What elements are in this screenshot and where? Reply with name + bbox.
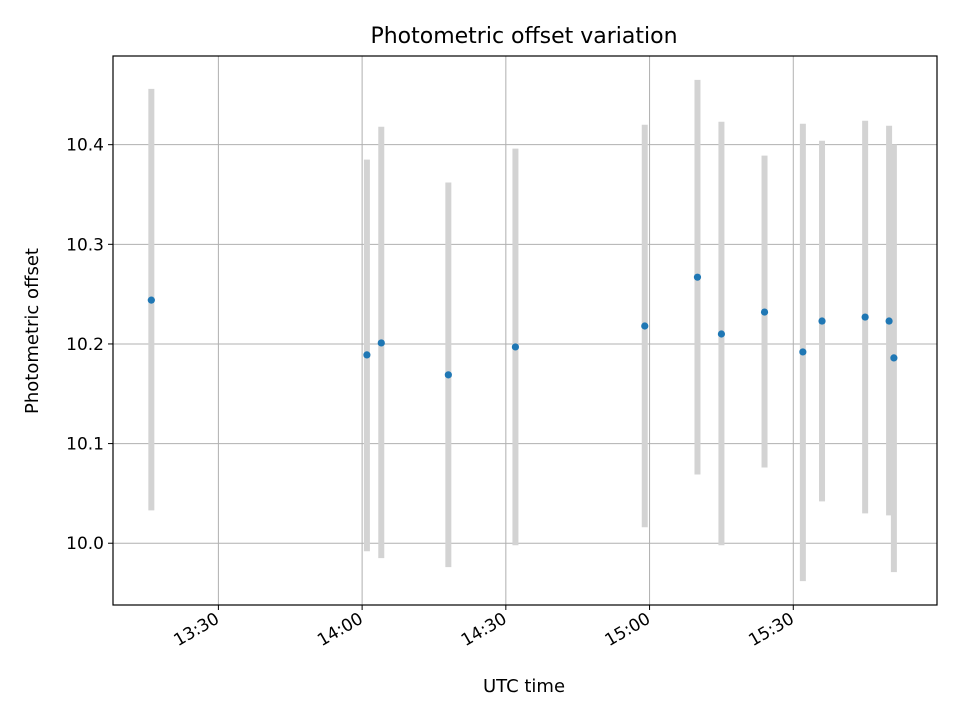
y-tick-label: 10.4 [66,136,104,156]
data-point [641,322,649,330]
error-bars [148,79,897,582]
data-points [147,273,898,379]
x-axis-label: UTC time [483,676,565,697]
y-tick-label: 10.2 [66,335,104,355]
x-axis: 13:30 14:00 14:30 15:00 15:30 [170,605,798,651]
y-axis-label: Photometric offset [22,248,43,414]
data-point [885,317,893,325]
y-tick-label: 10.1 [66,435,104,455]
chart-title: Photometric offset variation [370,24,677,49]
data-point [363,351,371,359]
x-tick-label: 15:00 [602,609,654,651]
data-point [147,296,155,304]
data-point [861,313,869,321]
grid [113,56,937,605]
plot-frame [112,55,938,606]
data-point [760,308,769,316]
data-point [799,348,807,356]
data-point [890,354,898,362]
x-tick-label: 13:30 [170,609,222,651]
data-point [511,343,520,351]
data-point [818,317,826,325]
y-axis: 10.0 10.1 10.2 10.3 10.4 [66,136,113,554]
data-point [444,371,452,379]
y-tick-label: 10.0 [66,534,104,554]
y-tick-label: 10.3 [66,235,104,255]
x-tick-label: 14:30 [458,609,510,651]
data-point [377,339,385,347]
x-tick-label: 14:00 [314,609,366,651]
x-tick-label: 15:30 [745,609,797,651]
data-point [693,273,702,281]
data-point [717,330,726,338]
